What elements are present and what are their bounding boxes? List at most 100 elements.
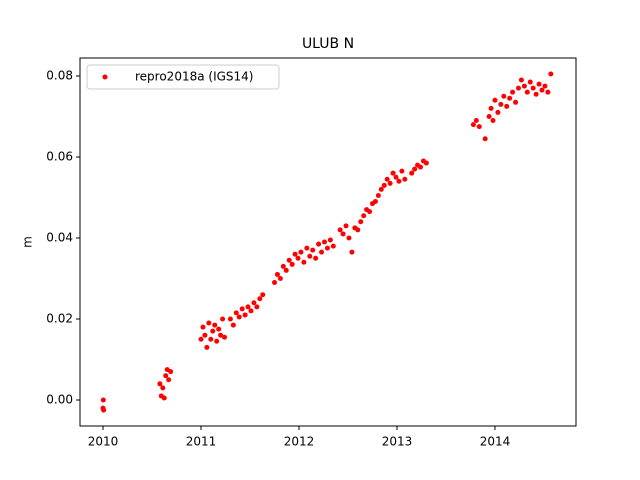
- plot-frame: [79, 57, 577, 427]
- data-point: [313, 255, 319, 261]
- data-point: [319, 249, 325, 255]
- data-point: [327, 237, 333, 243]
- y-tick-label: 0.08: [46, 68, 73, 82]
- y-tick-label: 0.06: [46, 149, 73, 163]
- data-point: [298, 249, 304, 255]
- data-point: [498, 101, 504, 107]
- data-point: [208, 336, 214, 342]
- data-point: [242, 312, 248, 318]
- data-point: [513, 99, 519, 105]
- data-point: [292, 251, 298, 257]
- data-point: [548, 71, 554, 77]
- data-point: [536, 81, 542, 87]
- data-point: [510, 89, 516, 95]
- data-point: [200, 324, 206, 330]
- data-point: [286, 257, 292, 263]
- data-point: [530, 85, 536, 91]
- data-point: [295, 255, 301, 261]
- data-point: [381, 182, 387, 188]
- data-point: [490, 118, 496, 124]
- data-point: [417, 164, 423, 170]
- data-point: [349, 249, 355, 255]
- data-point: [378, 186, 384, 192]
- legend-marker: [102, 74, 108, 80]
- data-point: [423, 160, 429, 166]
- data-point: [384, 176, 390, 182]
- data-point: [198, 336, 204, 342]
- x-tick-label: 2013: [382, 435, 413, 449]
- data-point: [214, 338, 220, 344]
- data-point: [222, 334, 228, 340]
- data-point: [280, 263, 286, 269]
- data-point: [245, 304, 251, 310]
- data-point: [375, 192, 381, 198]
- x-tick-label: 2014: [480, 435, 511, 449]
- data-point: [358, 219, 364, 225]
- data-point: [310, 247, 316, 253]
- data-point: [396, 178, 402, 184]
- data-point: [260, 292, 266, 298]
- data-point: [340, 231, 346, 237]
- data-point: [283, 267, 289, 273]
- data-point: [482, 136, 488, 142]
- data-point: [304, 245, 310, 251]
- data-point: [409, 170, 415, 176]
- x-tick-label: 2010: [88, 435, 119, 449]
- data-point: [230, 322, 236, 328]
- data-point: [101, 407, 107, 413]
- data-point: [161, 395, 167, 401]
- y-axis-label: m: [21, 236, 35, 248]
- y-tick-label: 0.02: [46, 311, 73, 325]
- data-point: [402, 176, 408, 182]
- data-point: [476, 124, 482, 130]
- data-point: [473, 118, 479, 124]
- data-point: [216, 326, 222, 332]
- data-point: [289, 261, 295, 267]
- data-point: [307, 253, 313, 259]
- data-point: [163, 373, 169, 379]
- chart-title: ULUB N: [302, 36, 354, 52]
- data-point: [212, 322, 218, 328]
- y-tick-label: 0.00: [46, 392, 73, 406]
- data-point: [301, 259, 307, 265]
- data-point: [248, 308, 254, 314]
- data-point: [100, 397, 106, 403]
- data-point: [545, 89, 551, 95]
- data-point: [251, 300, 257, 306]
- data-point: [372, 199, 378, 205]
- data-point: [399, 168, 405, 174]
- x-tick-label: 2011: [186, 435, 217, 449]
- data-point: [337, 227, 343, 233]
- data-point: [220, 316, 226, 322]
- data-point: [274, 271, 280, 277]
- data-point: [507, 95, 513, 101]
- data-point: [387, 180, 393, 186]
- data-point: [321, 239, 327, 245]
- data-point: [367, 209, 373, 215]
- data-point: [239, 306, 245, 312]
- data-point: [316, 241, 322, 247]
- data-point: [210, 328, 216, 334]
- data-point: [343, 223, 349, 229]
- data-point: [390, 170, 396, 176]
- data-point: [330, 243, 336, 249]
- data-point: [236, 314, 242, 320]
- data-point: [412, 166, 418, 172]
- data-point: [257, 296, 263, 302]
- data-point: [355, 227, 361, 233]
- data-point: [204, 344, 210, 350]
- data-point: [277, 275, 283, 281]
- data-point: [515, 85, 521, 91]
- data-point: [533, 91, 539, 97]
- data-point: [202, 332, 208, 338]
- legend-label: repro2018a (IGS14): [135, 70, 253, 84]
- data-point: [393, 174, 399, 180]
- x-tick-label: 2012: [284, 435, 315, 449]
- data-point: [346, 235, 352, 241]
- data-point: [524, 89, 530, 95]
- data-point: [492, 97, 498, 103]
- y-tick-label: 0.04: [46, 230, 73, 244]
- data-point: [168, 369, 174, 375]
- data-point: [527, 79, 533, 85]
